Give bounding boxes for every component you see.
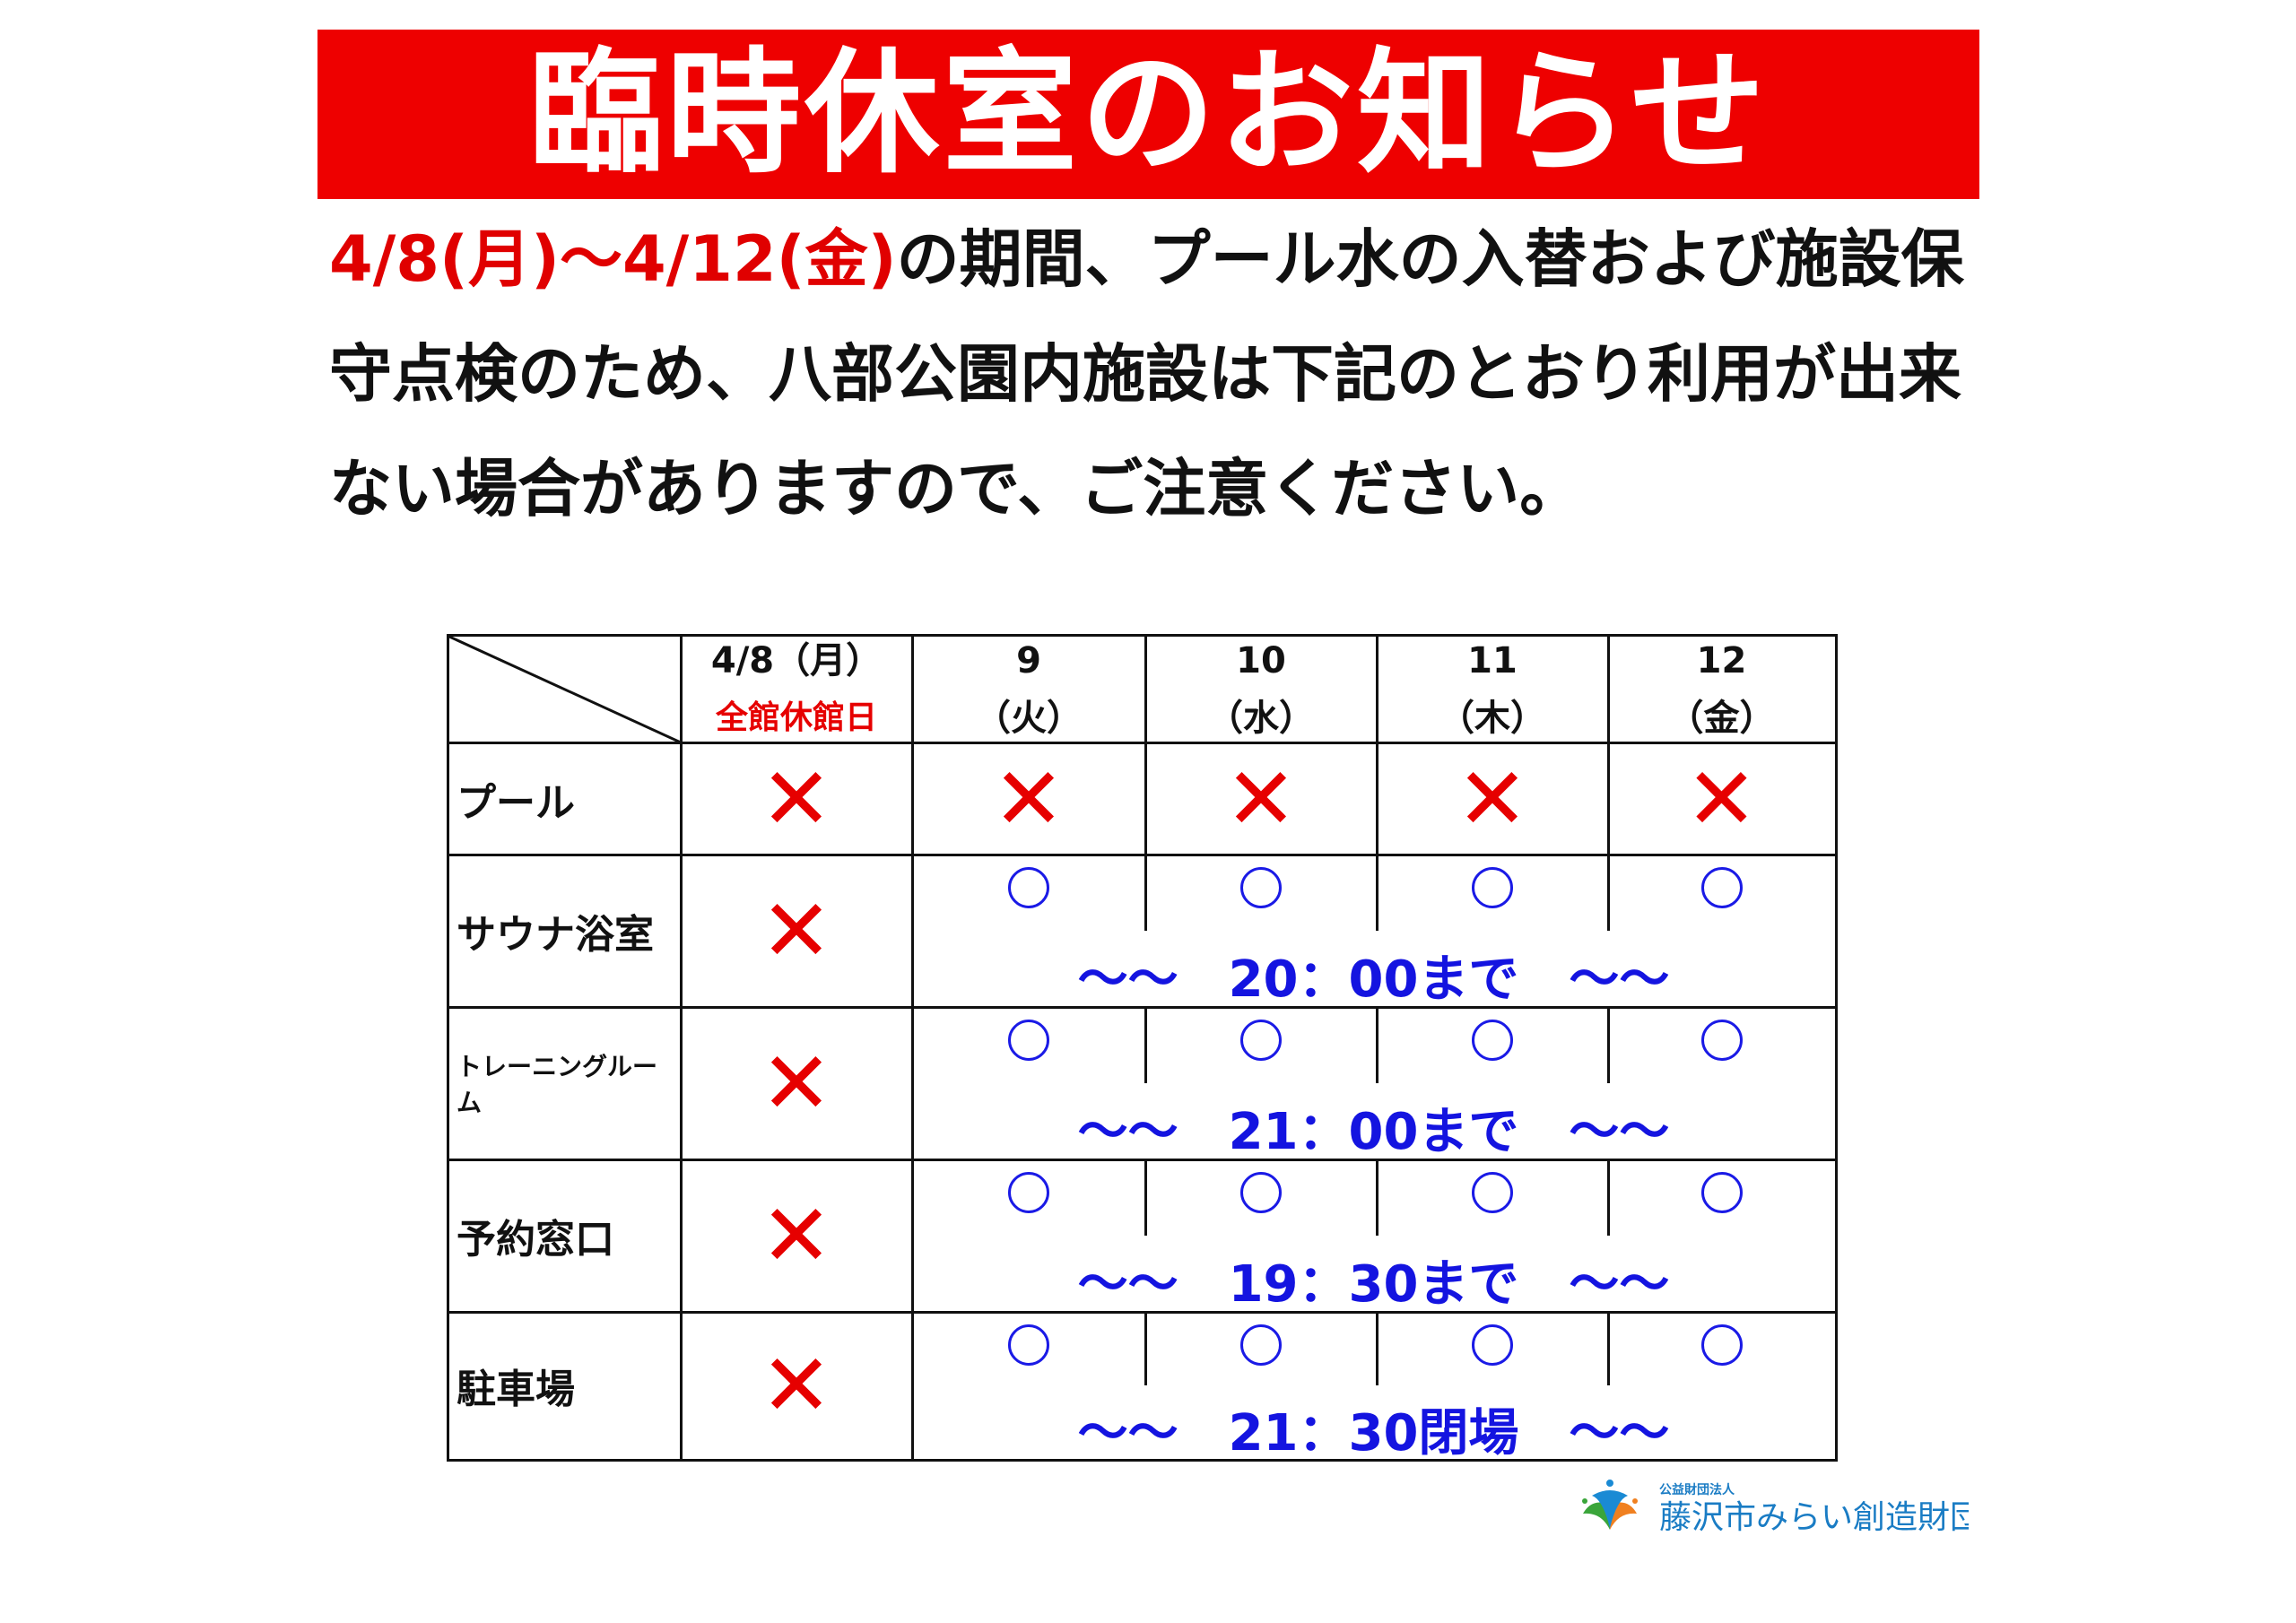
open-circle-icon [1008,1324,1049,1366]
header-sub: （金） [1667,698,1776,739]
facility-label: プール [457,779,575,826]
open-circle-icon [1240,1020,1282,1061]
hours-note: ～～ 21：00まで ～～ [1077,1102,1670,1161]
column-divider [1607,637,1610,855]
column-divider-partial [1376,1159,1378,1236]
logo-mark-icon [1582,1480,1638,1530]
facility-label: トレーニングルーム [457,1052,658,1117]
open-circle-icon [1700,1172,1743,1213]
logo-small-text: 公益財団法人 [1659,1482,1735,1497]
open-circle-icon [1008,867,1049,908]
open-circle-icon [1472,1324,1513,1366]
column-divider-partial [1144,855,1147,931]
column-divider-partial [1376,1312,1378,1385]
open-circle-icon [1240,867,1282,908]
notice-text: 4/8(月)～4/12(金)の期間、プール水の入替および施設保守点検のため、八部… [329,202,1988,546]
header-sub: （木） [1439,698,1546,739]
logo-name-text: 藤沢市みらい創造財団 [1659,1499,1969,1535]
schedule-table: 4/8（月） 全館休館日 9 （火） 10 （水） 11 （木） 12 （金） プール ✕ ✕ ✕ ✕ ✕ サウ… [447,634,1838,1462]
open-circle-icon [1472,867,1513,908]
header-cell: 12 （金） [1608,637,1835,742]
open-circle-icon [1700,867,1743,908]
header-cell: 10 （水） [1145,637,1377,742]
open-circle-icon [1472,1172,1513,1213]
column-divider [1376,637,1378,855]
closed-x-icon: ✕ [1685,748,1758,849]
column-divider-partial [1607,1159,1610,1236]
row-divider [449,1311,1835,1314]
header-cell: 11 （木） [1377,637,1608,742]
column-divider [1144,637,1147,855]
open-circle-icon [1472,1020,1513,1061]
header-date: 10 [1236,640,1286,681]
column-divider-partial [1144,1007,1147,1083]
row-divider [449,854,1835,856]
closed-x-icon: ✕ [1224,748,1298,849]
column-divider-partial [1607,855,1610,931]
open-circle-icon [1008,1172,1049,1213]
row-divider [449,1006,1835,1009]
header-sub: （火） [975,698,1083,739]
open-circle-icon [1700,1020,1743,1061]
header-cell: 9 （火） [912,637,1145,742]
title-banner: 臨時休室のお知らせ [317,30,1979,199]
header-sub: （水） [1207,698,1315,739]
header-date: 11 [1467,640,1518,681]
column-divider-partial [1607,1312,1610,1385]
notice-period: 4/8(月)～4/12(金) [329,222,897,296]
open-circle-icon [1700,1324,1743,1366]
row-divider [449,742,1835,744]
header-date: 9 [1016,640,1041,681]
closed-x-icon: ✕ [760,748,833,849]
header-date: 12 [1696,640,1747,681]
hours-note: ～～ 21：30閉場 ～～ [1077,1404,1670,1463]
header-sub: 全館休館日 [715,699,877,736]
foundation-logo: 公益財団法人 藤沢市みらい創造財団 [1582,1480,1969,1535]
facility-label: 駐車場 [457,1367,575,1412]
facility-label: 予約窓口 [457,1217,614,1263]
closed-x-icon: ✕ [1456,748,1529,849]
row-divider [449,1159,1835,1161]
facility-label: サウナ浴室 [457,912,654,958]
open-circle-icon [1008,1020,1049,1061]
column-divider-partial [1376,1007,1378,1083]
open-circle-icon [1240,1324,1282,1366]
header-date: 4/8（月） [710,640,883,681]
closed-x-icon: ✕ [760,1033,833,1133]
column-divider-partial [1607,1007,1610,1083]
column-divider [680,637,683,1459]
closed-x-icon: ✕ [760,1335,833,1436]
column-divider-partial [1144,1312,1147,1385]
closed-x-icon: ✕ [992,748,1065,849]
notice-body: の期間、プール水の入替および施設保守点検のため、八部公園内施設は下記のとおり利用… [329,222,1964,525]
open-circle-icon [1240,1172,1282,1213]
column-divider-partial [1376,855,1378,931]
closed-x-icon: ✕ [760,881,833,981]
column-divider-partial [1144,1159,1147,1236]
hours-note: ～～ 19：30まで ～～ [1077,1254,1670,1314]
header-cell: 4/8（月） 全館休館日 [681,637,912,742]
hours-note: ～～ 20：00まで ～～ [1077,950,1670,1009]
corner-diagonal [449,637,681,742]
closed-x-icon: ✕ [760,1185,833,1286]
column-divider [911,637,914,1459]
